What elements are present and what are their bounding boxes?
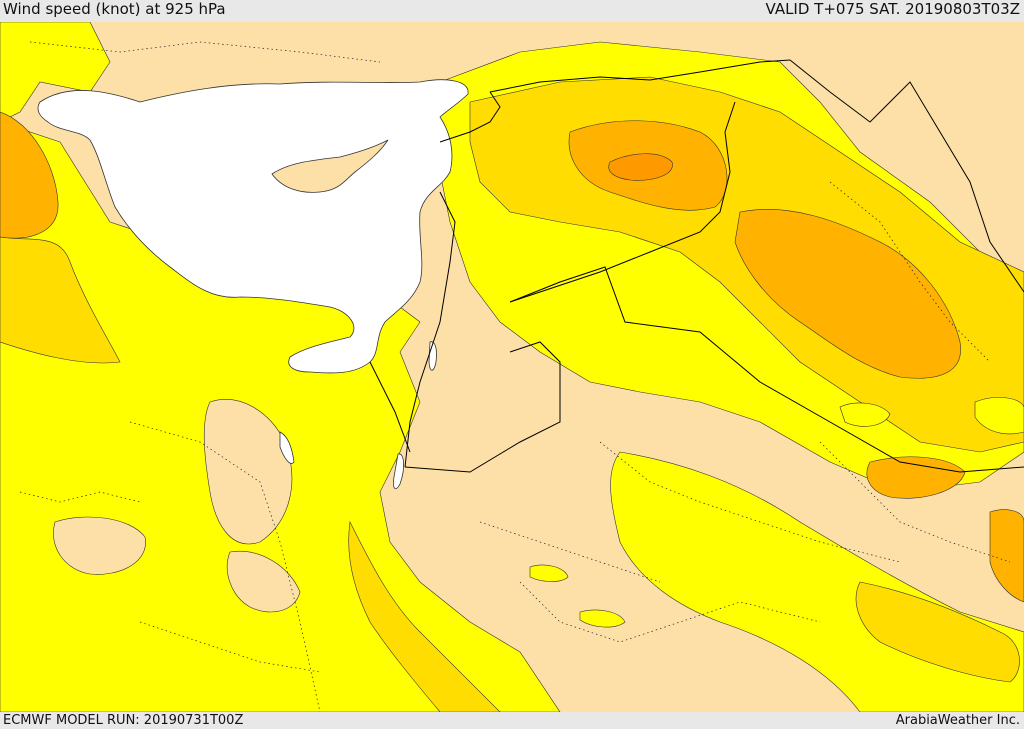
- wind-band-gold-red-sea: [348, 521, 501, 712]
- wind-spot-yellow-4: [579, 609, 626, 628]
- wind-spot-yellow-1: [839, 402, 891, 427]
- wind-band-gold-south: [855, 581, 1020, 683]
- footer-bar: ECMWF MODEL RUN: 20190731T00Z ArabiaWeat…: [0, 712, 1024, 729]
- wind-spot-yellow-3: [529, 564, 569, 582]
- wind-band-orange-iraq: [734, 209, 961, 379]
- wind-band-orange-east-edge: [989, 509, 1024, 603]
- wind-speed-map[interactable]: [0, 22, 1024, 712]
- header-bar: Wind speed (knot) at 925 hPa VALID T+075…: [0, 0, 1024, 22]
- land-patch-libya: [53, 516, 146, 575]
- valid-time-label: VALID T+075 SAT. 20190803T03Z: [765, 0, 1020, 18]
- wind-band-dark-orange-syria: [608, 153, 673, 181]
- cyprus-island: [271, 139, 389, 193]
- country-borders: [369, 59, 1024, 473]
- credit-label: ArabiaWeather Inc.: [895, 713, 1020, 728]
- model-run-label: ECMWF MODEL RUN: 20190731T00Z: [3, 713, 244, 728]
- gulf-of-aqaba: [393, 453, 404, 490]
- gulf-of-suez: [279, 431, 295, 464]
- wind-band-gold-west: [0, 236, 121, 364]
- wind-spot-yellow-2: [974, 397, 1024, 435]
- wind-band-orange-west: [0, 111, 59, 239]
- dead-sea: [428, 341, 437, 371]
- map-title: Wind speed (knot) at 925 hPa: [3, 0, 226, 18]
- province-borders: [19, 41, 1011, 712]
- land-patch-egypt: [203, 399, 293, 545]
- wind-band-orange-southeast: [866, 456, 966, 499]
- land-patch-sinai: [226, 550, 301, 613]
